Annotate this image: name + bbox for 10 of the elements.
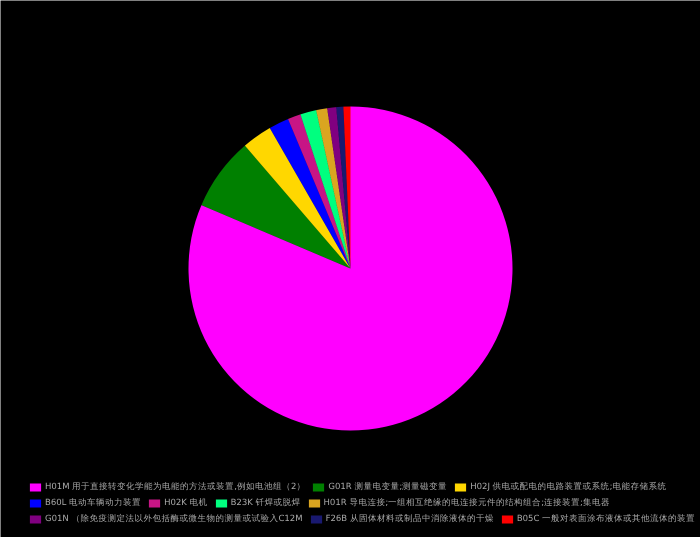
legend-label: H01R 导电连接;一组相互绝缘的电连接元件的结构组合;连接装置;集电器 [324,497,610,509]
legend-label: B23K 钎焊或脱焊 [230,497,301,509]
legend-label: G01N （除免疫测定法以外包括酶或微生物的测量或试验入C12M [45,513,303,525]
legend-label: H02J 供电或配电的电路装置或系统;电能存储系统 [470,481,667,493]
legend-label: H02K 电机 [164,497,208,509]
legend-label: G01R 测量电变量;测量磁变量 [328,481,448,493]
legend-label: B60L 电动车辆动力装置 [45,497,142,509]
legend-label: H01M 用于直接转变化学能为电能的方法或装置,例如电池组（2） [45,481,306,493]
legend-label: F26B 从固体材料或制品中消除液体的干燥 [326,513,494,525]
legend-label: B05C 一般对表面涂布液体或其他流体的装置 [516,513,696,525]
